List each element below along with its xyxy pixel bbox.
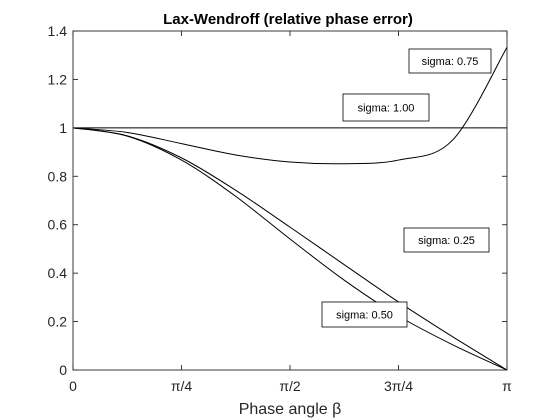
annotation-box [403,227,490,253]
y-tick-label: 0.4 [48,265,68,281]
y-tick-label: 1.2 [48,71,68,87]
annotation-box [342,93,430,122]
annotation-box [408,48,492,74]
x-tick-label: π [502,378,512,394]
annotation-label: sigma: 0.50 [336,310,393,322]
x-axis-label: Phase angle β [239,401,342,418]
x-tick-label: 3π/4 [384,378,413,394]
annotation-label: sigma: 0.75 [422,56,479,68]
series-sigma-075-line [72,46,508,165]
x-tick-label: π/4 [171,378,193,394]
x-tick-label: 0 [69,378,77,394]
plot-area [73,31,507,370]
chart-title: Lax-Wendroff (relative phase error) [163,11,413,28]
annotation-label: sigma: 0.25 [418,235,475,247]
series-sigma-025-line [72,127,508,371]
y-tick-label: 0.6 [48,217,68,233]
y-tick-label: 0.8 [48,168,68,184]
y-tick-label: 1.4 [48,23,68,39]
x-tick-label: π/2 [279,378,301,394]
series-sigma-050-line [72,127,508,371]
y-tick-label: 0 [59,362,67,378]
y-tick-label: 1 [59,120,67,136]
annotation-label: sigma: 1.00 [358,103,415,115]
y-tick-label: 0.2 [48,314,68,330]
annotation-box [321,301,408,328]
